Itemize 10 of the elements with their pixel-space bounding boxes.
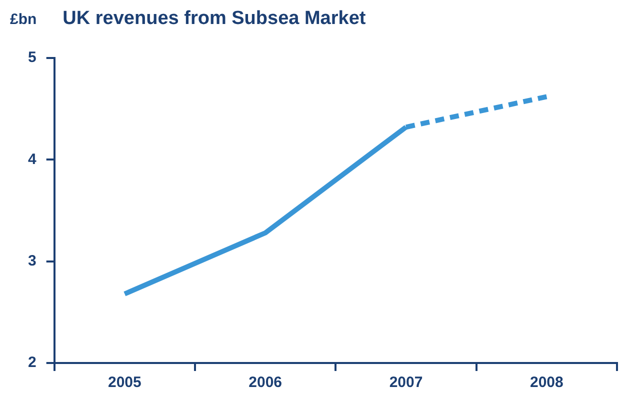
- chart-title: UK revenues from Subsea Market: [62, 8, 366, 30]
- x-tick-label: 2007: [389, 374, 423, 392]
- x-tick-label: 2005: [108, 374, 142, 392]
- x-tick-label: 2008: [530, 374, 564, 392]
- y-tick-label: 2: [28, 354, 36, 372]
- y-tick-label: 4: [28, 150, 37, 168]
- x-tick-label: 2006: [248, 374, 282, 392]
- y-axis-title: £bn: [10, 11, 37, 28]
- y-tick-label: 3: [28, 252, 36, 270]
- y-tick-label: 5: [28, 49, 36, 66]
